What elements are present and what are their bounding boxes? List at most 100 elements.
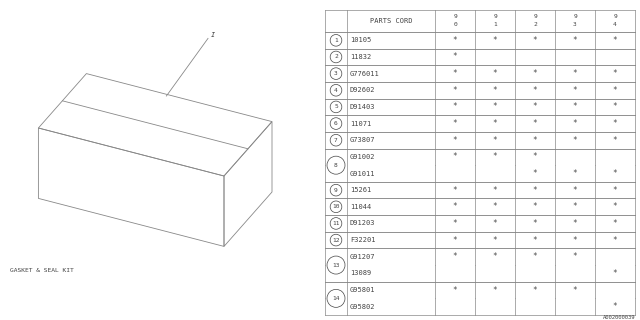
Text: 13: 13	[332, 262, 340, 268]
Text: 11071: 11071	[350, 121, 371, 126]
Text: *: *	[532, 285, 538, 294]
Text: 3: 3	[573, 22, 577, 28]
Text: *: *	[532, 86, 538, 95]
Text: G776011: G776011	[350, 71, 380, 76]
Text: *: *	[452, 285, 458, 294]
Text: *: *	[493, 86, 497, 95]
Text: *: *	[573, 136, 577, 145]
Text: 9: 9	[573, 14, 577, 20]
Text: 9: 9	[334, 188, 338, 193]
Text: *: *	[573, 219, 577, 228]
Text: 5: 5	[334, 104, 338, 109]
Text: *: *	[573, 36, 577, 45]
Text: D91403: D91403	[350, 104, 376, 110]
Text: *: *	[493, 69, 497, 78]
Text: *: *	[573, 285, 577, 294]
Text: *: *	[452, 52, 458, 61]
Text: *: *	[612, 269, 618, 278]
Text: *: *	[612, 102, 618, 111]
Text: 4: 4	[334, 88, 338, 93]
Text: D91203: D91203	[350, 220, 376, 227]
Text: *: *	[493, 102, 497, 111]
Text: 11: 11	[332, 221, 340, 226]
Text: *: *	[493, 236, 497, 244]
Text: PARTS CORD: PARTS CORD	[370, 18, 412, 24]
Text: 4: 4	[613, 22, 617, 28]
Text: *: *	[612, 202, 618, 211]
Text: 9: 9	[533, 14, 537, 20]
Text: *: *	[532, 252, 538, 261]
Text: *: *	[452, 136, 458, 145]
Text: *: *	[493, 285, 497, 294]
Text: F32201: F32201	[350, 237, 376, 243]
Text: 9: 9	[453, 14, 457, 20]
Text: *: *	[452, 219, 458, 228]
Text: *: *	[493, 36, 497, 45]
Text: G95802: G95802	[350, 304, 376, 310]
Text: 8: 8	[334, 163, 338, 168]
Text: *: *	[532, 136, 538, 145]
Text: A002000039: A002000039	[602, 315, 635, 320]
Text: 2: 2	[533, 22, 537, 28]
Text: *: *	[532, 219, 538, 228]
Text: G95801: G95801	[350, 287, 376, 293]
Text: 3: 3	[334, 71, 338, 76]
Text: G91011: G91011	[350, 171, 376, 177]
Text: *: *	[573, 202, 577, 211]
Text: G73807: G73807	[350, 137, 376, 143]
Text: 1: 1	[493, 22, 497, 28]
Text: *: *	[612, 169, 618, 178]
Text: *: *	[573, 69, 577, 78]
Text: *: *	[452, 36, 458, 45]
Text: GASKET & SEAL KIT: GASKET & SEAL KIT	[10, 268, 74, 273]
Text: 15261: 15261	[350, 187, 371, 193]
Text: *: *	[493, 219, 497, 228]
Text: 10: 10	[332, 204, 340, 209]
Text: *: *	[612, 69, 618, 78]
Text: *: *	[452, 236, 458, 244]
Text: *: *	[493, 252, 497, 261]
Text: *: *	[532, 102, 538, 111]
Text: *: *	[493, 152, 497, 161]
Text: *: *	[532, 202, 538, 211]
Text: *: *	[532, 69, 538, 78]
Text: 11832: 11832	[350, 54, 371, 60]
Text: *: *	[573, 86, 577, 95]
Text: *: *	[612, 86, 618, 95]
Text: 14: 14	[332, 296, 340, 301]
Text: *: *	[612, 36, 618, 45]
Text: *: *	[452, 69, 458, 78]
Text: *: *	[493, 119, 497, 128]
Text: *: *	[532, 186, 538, 195]
Text: *: *	[573, 186, 577, 195]
Text: 9: 9	[493, 14, 497, 20]
Text: 9: 9	[613, 14, 617, 20]
Text: 12: 12	[332, 237, 340, 243]
Text: *: *	[452, 86, 458, 95]
Text: 0: 0	[453, 22, 457, 28]
Text: *: *	[532, 36, 538, 45]
Text: *: *	[493, 186, 497, 195]
Text: 2: 2	[334, 54, 338, 60]
Text: *: *	[612, 302, 618, 311]
Text: *: *	[452, 252, 458, 261]
Text: *: *	[493, 136, 497, 145]
Text: 10105: 10105	[350, 37, 371, 43]
Text: *: *	[452, 186, 458, 195]
Text: *: *	[452, 152, 458, 161]
Text: *: *	[532, 169, 538, 178]
Text: *: *	[612, 186, 618, 195]
Text: *: *	[612, 236, 618, 244]
Text: *: *	[573, 119, 577, 128]
Text: *: *	[612, 219, 618, 228]
Text: *: *	[452, 202, 458, 211]
Text: 1: 1	[334, 38, 338, 43]
Text: *: *	[452, 119, 458, 128]
Text: *: *	[612, 119, 618, 128]
Text: G91002: G91002	[350, 154, 376, 160]
Text: D92602: D92602	[350, 87, 376, 93]
Text: *: *	[452, 102, 458, 111]
Text: *: *	[532, 119, 538, 128]
Text: 13089: 13089	[350, 270, 371, 276]
Text: *: *	[493, 202, 497, 211]
